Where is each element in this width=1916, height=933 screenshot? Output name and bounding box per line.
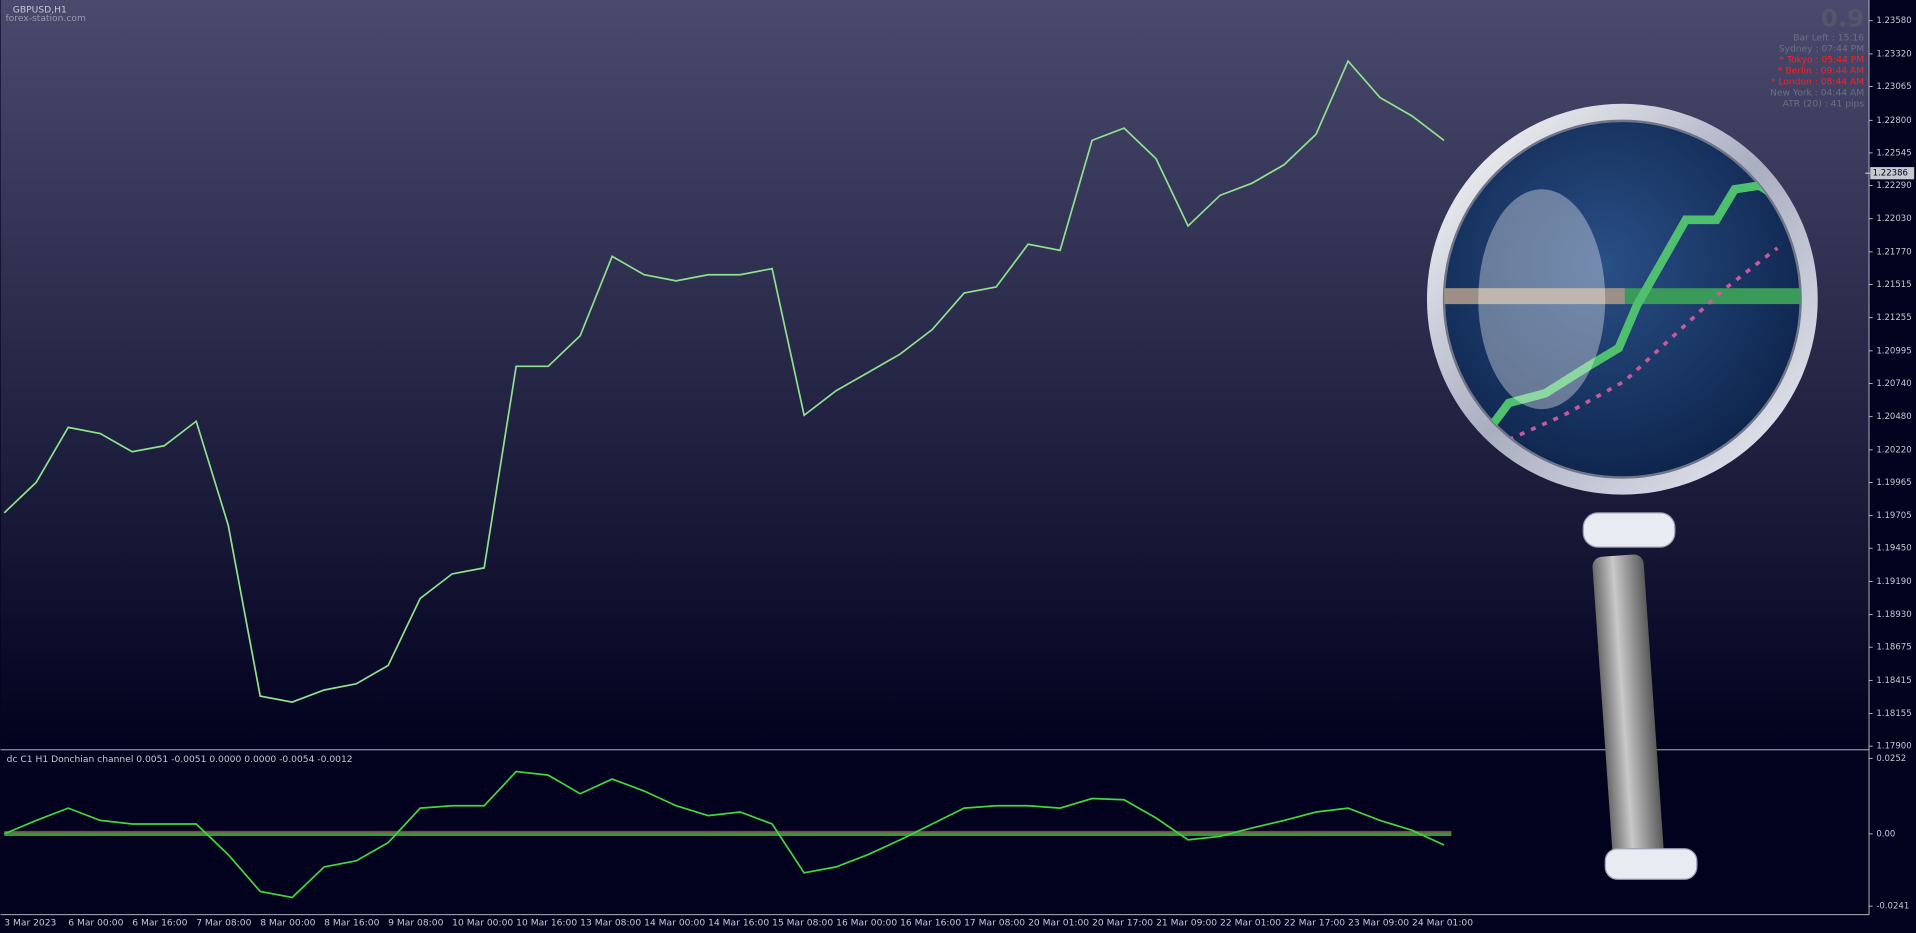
watermark: forex-station.com	[5, 14, 86, 24]
info-line: * Berlin : 09:44 AM	[1778, 66, 1864, 76]
y-tick-label: 1.22545	[1876, 148, 1911, 158]
spread: 0.9	[1821, 4, 1864, 33]
y-tick-label: 1.22290	[1876, 181, 1911, 191]
x-tick-label: 10 Mar 00:00	[452, 919, 513, 929]
y-tick-label: 0.0252	[1876, 754, 1906, 764]
y-tick-label: 1.19965	[1876, 478, 1911, 488]
price-line	[3, 770, 1445, 899]
y-tick-label: 1.18675	[1876, 643, 1911, 653]
magnifier-cap	[1604, 848, 1698, 880]
x-tick-label: 14 Mar 16:00	[708, 919, 769, 929]
x-tick-label: 6 Mar 16:00	[132, 919, 187, 929]
current-price-box	[1870, 167, 1915, 180]
y-tick-label: 1.19705	[1876, 511, 1911, 521]
x-tick-label: 14 Mar 00:00	[644, 919, 705, 929]
x-tick-label: 9 Mar 08:00	[388, 919, 443, 929]
x-tick-label: 7 Mar 08:00	[196, 919, 251, 929]
lens-glare	[1478, 189, 1606, 410]
lens-content	[1444, 181, 1801, 442]
x-tick-label: 16 Mar 00:00	[836, 919, 897, 929]
indicator-title: dc C1 H1 Donchian channel 0.0051 -0.0051…	[7, 755, 353, 765]
y-tick-label: 1.23065	[1876, 82, 1911, 92]
x-tick-label: 20 Mar 17:00	[1092, 919, 1153, 929]
x-tick-label: 13 Mar 08:00	[580, 919, 641, 929]
y-tick-label: 0.00	[1876, 829, 1895, 839]
x-tick-label: 15 Mar 08:00	[772, 919, 833, 929]
y-tick-label: 1.22030	[1876, 214, 1911, 224]
info-line: Sydney : 07:44 PM	[1779, 44, 1864, 54]
x-tick-label: 23 Mar 09:00	[1348, 919, 1409, 929]
x-tick-label: 17 Mar 08:00	[964, 919, 1025, 929]
magnifier-handle	[1592, 554, 1665, 876]
current-price-label: 1.22386	[1873, 169, 1908, 179]
x-tick-label: 3 Mar 2023	[4, 919, 56, 929]
price-line	[3, 59, 1445, 703]
x-tick-label: 8 Mar 00:00	[260, 919, 315, 929]
x-tick-label: 22 Mar 01:00	[1220, 919, 1281, 929]
y-tick-label: 1.21515	[1876, 280, 1911, 290]
time-axis	[0, 914, 1870, 933]
lens-line	[1487, 181, 1798, 430]
info-line: New York : 04:44 AM	[1770, 88, 1864, 98]
plot: 1.23580 1.23320 1.23065 1.22800 1.22545 1.222…	[3, 16, 1915, 929]
y-tick-label: 1.19190	[1876, 577, 1911, 587]
x-tick-label: 22 Mar 17:00	[1284, 919, 1345, 929]
magnifier	[1426, 103, 1818, 880]
x-tick-label: 21 Mar 09:00	[1156, 919, 1217, 929]
info-line: * London : 08:44 AM	[1771, 77, 1864, 87]
symbol: GBPUSD,H1	[13, 5, 67, 15]
y-tick-label: 1.23320	[1876, 49, 1911, 59]
y-tick-label: 1.20220	[1876, 445, 1911, 455]
x-tick-label: 10 Mar 16:00	[516, 919, 577, 929]
x-tick-label: 24 Mar 01:00	[1412, 919, 1473, 929]
y-tick-label: 1.18415	[1876, 676, 1911, 686]
y-tick-label: -0.0241	[1876, 902, 1909, 912]
price-axis	[1869, 0, 1916, 933]
y-tick-label: 1.20480	[1876, 412, 1911, 422]
lens-line	[1508, 246, 1779, 442]
x-tick-label: 8 Mar 16:00	[324, 919, 379, 929]
info-line: * Tokyo : 05:44 PM	[1780, 55, 1865, 65]
info-line: ATR (20) : 41 pips	[1783, 99, 1865, 109]
y-tick-label: 1.23580	[1876, 16, 1911, 26]
x-tick-label: 20 Mar 01:00	[1028, 919, 1089, 929]
info-line: Bar Left : 15:16	[1793, 33, 1864, 43]
x-tick-label: 6 Mar 00:00	[68, 919, 123, 929]
lens-bar	[1444, 288, 1625, 305]
y-tick-label: 1.21770	[1876, 247, 1911, 257]
y-tick-label: 1.17900	[1876, 742, 1911, 752]
y-tick-label: 1.20740	[1876, 379, 1911, 389]
y-tick-label: 1.22800	[1876, 116, 1911, 126]
y-tick-label: 1.21255	[1876, 313, 1911, 323]
y-tick-label: 1.19450	[1876, 544, 1911, 554]
magnifier-collar	[1582, 512, 1676, 548]
y-tick-label: 1.18930	[1876, 610, 1911, 620]
y-tick-label: 1.20995	[1876, 346, 1911, 356]
y-tick-label: 1.18155	[1876, 709, 1911, 719]
x-tick-label: 16 Mar 16:00	[900, 919, 961, 929]
